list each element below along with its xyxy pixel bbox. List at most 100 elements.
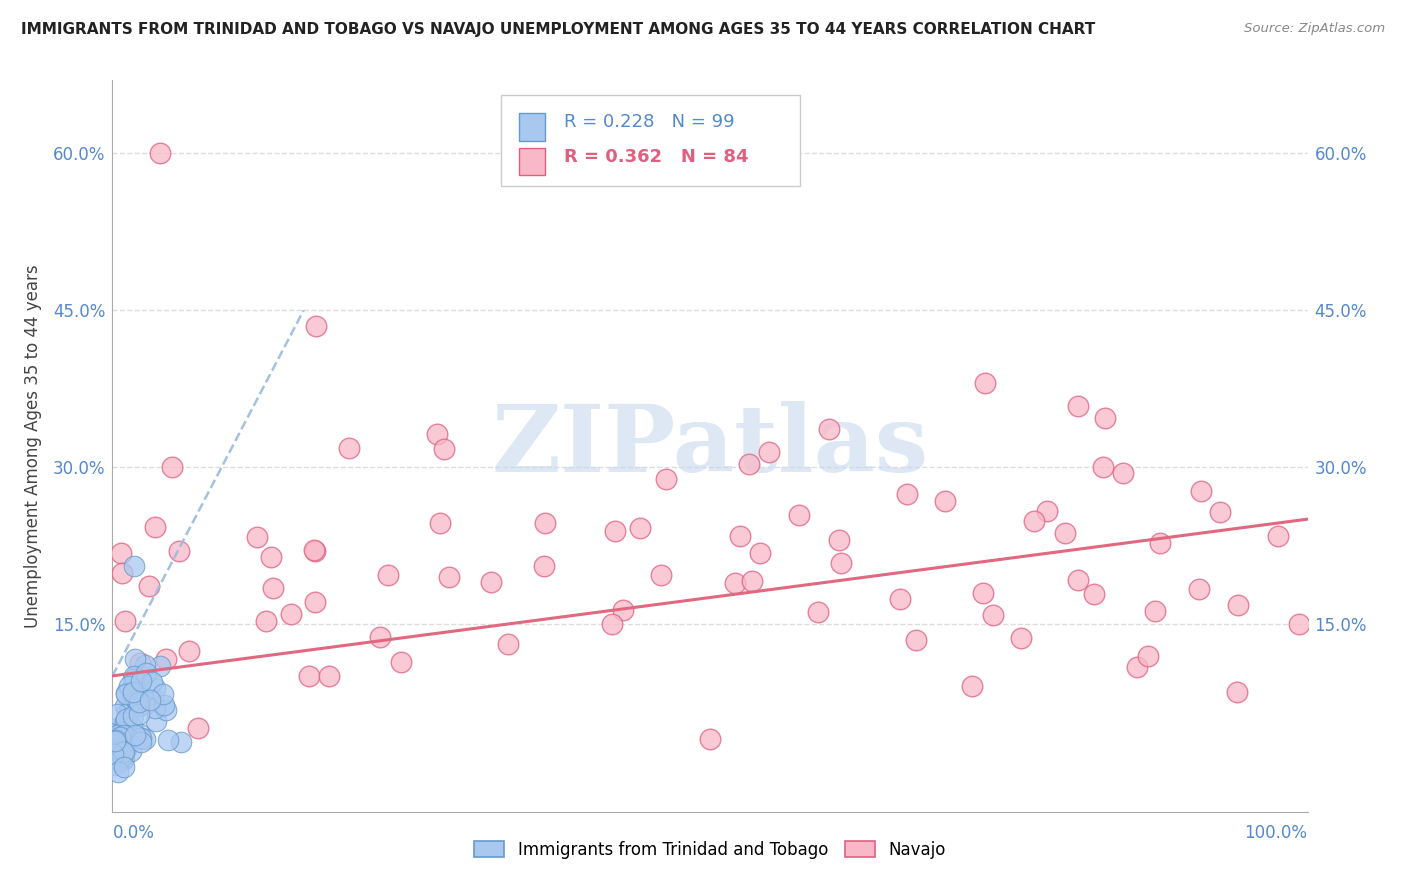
Point <box>699 731 721 746</box>
Point <box>655 473 678 487</box>
Point <box>112 728 135 742</box>
Point <box>112 746 135 760</box>
Point <box>108 730 131 744</box>
Point <box>789 508 811 522</box>
Point <box>337 441 360 455</box>
Point <box>162 459 183 474</box>
Point <box>108 752 131 766</box>
Point <box>110 546 132 560</box>
Point <box>108 753 131 767</box>
Point <box>103 746 125 760</box>
FancyBboxPatch shape <box>519 113 546 141</box>
Point <box>1209 505 1232 519</box>
Point <box>103 745 125 759</box>
Point <box>114 698 136 713</box>
Point <box>298 669 321 683</box>
Y-axis label: Unemployment Among Ages 35 to 44 years: Unemployment Among Ages 35 to 44 years <box>24 264 42 628</box>
Point <box>142 691 165 706</box>
Point <box>304 594 326 608</box>
Point <box>103 723 125 738</box>
Point <box>131 671 153 685</box>
Point <box>110 747 132 761</box>
Point <box>107 739 129 754</box>
Point <box>143 681 166 696</box>
Point <box>889 592 911 607</box>
Point <box>107 732 129 747</box>
Point <box>122 669 145 683</box>
Point <box>262 582 284 596</box>
Point <box>124 728 146 742</box>
Point <box>1226 684 1249 698</box>
Point <box>960 679 983 693</box>
Point <box>1067 573 1090 587</box>
Text: IMMIGRANTS FROM TRINIDAD AND TOBAGO VS NAVAJO UNEMPLOYMENT AMONG AGES 35 TO 44 Y: IMMIGRANTS FROM TRINIDAD AND TOBAGO VS N… <box>21 22 1095 37</box>
Point <box>830 556 852 570</box>
Point <box>1189 483 1212 498</box>
Point <box>807 605 830 619</box>
Point <box>134 658 156 673</box>
Point <box>135 666 157 681</box>
Point <box>246 531 269 545</box>
Point <box>114 614 136 628</box>
Point <box>318 669 340 683</box>
Point <box>533 558 555 573</box>
Point <box>1091 459 1114 474</box>
Point <box>111 566 134 580</box>
Point <box>818 422 841 436</box>
Point <box>111 734 134 748</box>
Point <box>603 524 626 538</box>
Point <box>115 741 138 756</box>
Point <box>114 686 136 700</box>
Point <box>141 675 163 690</box>
Point <box>612 603 634 617</box>
Point <box>104 747 127 761</box>
Point <box>741 574 763 588</box>
Point <box>983 607 1005 622</box>
Point <box>110 731 132 745</box>
Point <box>114 729 136 743</box>
Point <box>115 706 138 721</box>
Point <box>117 679 139 693</box>
Point <box>260 550 283 565</box>
Point <box>145 714 167 728</box>
Point <box>121 672 143 686</box>
Point <box>112 741 135 756</box>
Text: ZIPatlas: ZIPatlas <box>492 401 928 491</box>
Point <box>974 376 997 391</box>
Point <box>101 750 124 764</box>
Point <box>120 744 142 758</box>
Point <box>1267 528 1289 542</box>
Point <box>1083 587 1105 601</box>
Point <box>111 746 134 760</box>
Point <box>738 457 761 471</box>
Point <box>479 575 502 590</box>
Point <box>111 748 134 763</box>
Point <box>128 727 150 741</box>
Point <box>1149 536 1171 550</box>
Point <box>600 617 623 632</box>
Point <box>1288 617 1310 632</box>
Point <box>1024 515 1046 529</box>
Text: R = 0.228   N = 99: R = 0.228 N = 99 <box>564 113 735 131</box>
Point <box>103 736 125 750</box>
Point <box>1227 598 1250 612</box>
Point <box>105 730 128 744</box>
Point <box>1188 582 1211 596</box>
Point <box>124 669 146 683</box>
Point <box>437 570 460 584</box>
Point <box>111 725 134 739</box>
Point <box>302 542 325 557</box>
Point <box>129 656 152 670</box>
Point <box>170 735 193 749</box>
FancyBboxPatch shape <box>501 95 800 186</box>
Point <box>121 685 143 699</box>
Point <box>128 699 150 714</box>
Point <box>157 733 180 747</box>
Point <box>129 735 152 749</box>
Point <box>905 633 928 648</box>
Point <box>728 529 751 543</box>
Point <box>112 744 135 758</box>
Text: R = 0.362   N = 84: R = 0.362 N = 84 <box>564 148 749 166</box>
Point <box>152 688 174 702</box>
Point <box>107 765 129 780</box>
